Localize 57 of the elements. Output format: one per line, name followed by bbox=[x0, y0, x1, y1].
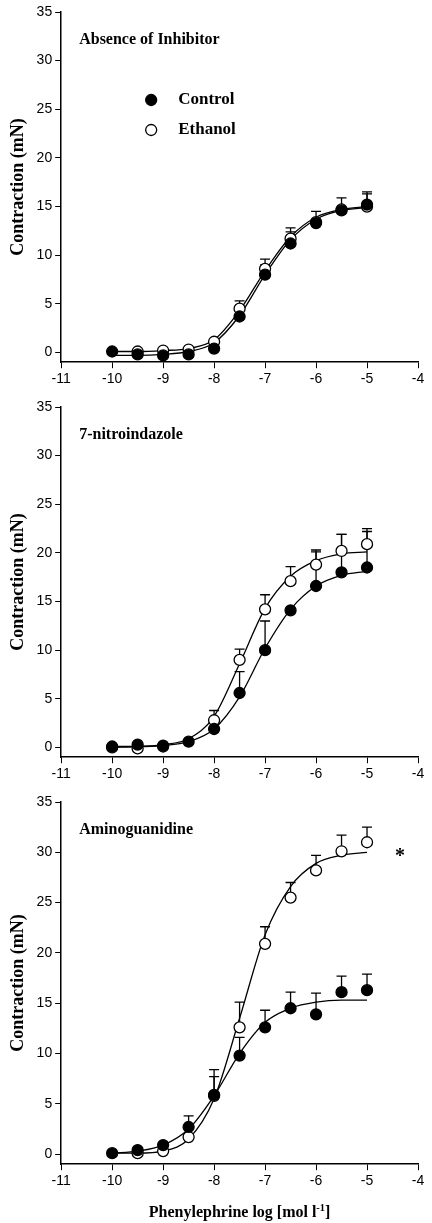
x-tick-label: -4 bbox=[411, 765, 425, 782]
y-tick-label: 30 bbox=[36, 51, 53, 68]
y-tick-label: 5 bbox=[44, 294, 53, 311]
x-tick-label: -4 bbox=[411, 370, 425, 387]
x-tick-label: -10 bbox=[102, 370, 123, 387]
y-tick-label: 15 bbox=[36, 592, 53, 609]
y-tick-label: 35 bbox=[36, 2, 53, 19]
text: Aminoguanidine bbox=[79, 820, 193, 839]
y-tick-label: 0 bbox=[44, 1145, 53, 1161]
y-tick-label: 0 bbox=[44, 343, 53, 360]
y-axis-title: Contraction (mN) bbox=[7, 118, 29, 256]
x-tick-label: -9 bbox=[156, 765, 170, 782]
x-tick-label: -9 bbox=[156, 1172, 170, 1189]
x-tick-label: -11 bbox=[51, 1172, 71, 1189]
x-tick-label: -8 bbox=[207, 370, 221, 387]
y-tick-label: 30 bbox=[36, 843, 53, 860]
y-tick-label: 5 bbox=[44, 1094, 53, 1111]
y-tick-label: 25 bbox=[36, 893, 53, 910]
x-tick-label: -7 bbox=[258, 765, 272, 782]
x-tick-label: -8 bbox=[207, 1172, 221, 1189]
y-axis-title: Contraction (mN) bbox=[7, 914, 29, 1052]
legend-label: Control bbox=[178, 89, 235, 109]
x-tick-label: -5 bbox=[360, 370, 374, 387]
x-tick-label: -5 bbox=[360, 765, 374, 782]
x-tick-label: -8 bbox=[207, 765, 221, 782]
x-tick-label: -4 bbox=[411, 1172, 425, 1189]
y-tick-label: 35 bbox=[36, 792, 53, 809]
annotation: * bbox=[395, 843, 405, 866]
y-tick-label: 25 bbox=[36, 100, 53, 117]
x-tick-label: -9 bbox=[156, 370, 170, 387]
y-tick-label: 10 bbox=[36, 641, 53, 658]
y-tick-label: 20 bbox=[36, 943, 53, 960]
text: Absence of Inhibitor bbox=[79, 30, 220, 48]
x-tick-label: -5 bbox=[360, 1172, 374, 1189]
y-tick-label: 30 bbox=[36, 446, 53, 463]
x-tick-label: -10 bbox=[102, 1172, 123, 1189]
x-tick-label: -6 bbox=[309, 765, 323, 782]
legend-label: Ethanol bbox=[178, 119, 237, 139]
x-tick-label: -6 bbox=[309, 1172, 323, 1189]
text: 7-nitroindazole bbox=[79, 425, 183, 443]
x-tick-label: -11 bbox=[51, 370, 71, 387]
y-tick-label: 15 bbox=[36, 197, 53, 214]
x-tick-label: -6 bbox=[309, 370, 323, 387]
x-tick-label: -10 bbox=[102, 765, 123, 782]
y-tick-label: 25 bbox=[36, 495, 53, 512]
y-tick-label: 10 bbox=[36, 1044, 53, 1061]
y-tick-label: 5 bbox=[44, 689, 53, 706]
y-axis-title: Contraction (mN) bbox=[7, 513, 29, 651]
x-tick-label: -7 bbox=[258, 1172, 272, 1189]
y-tick-label: 0 bbox=[44, 738, 53, 755]
y-tick-label: 35 bbox=[36, 397, 53, 414]
y-tick-label: 10 bbox=[36, 246, 53, 263]
y-tick-label: 20 bbox=[36, 543, 53, 560]
y-tick-label: 20 bbox=[36, 148, 53, 165]
y-tick-label: 15 bbox=[36, 994, 53, 1011]
x-tick-label: -11 bbox=[51, 765, 71, 782]
x-tick-label: -7 bbox=[258, 370, 272, 387]
